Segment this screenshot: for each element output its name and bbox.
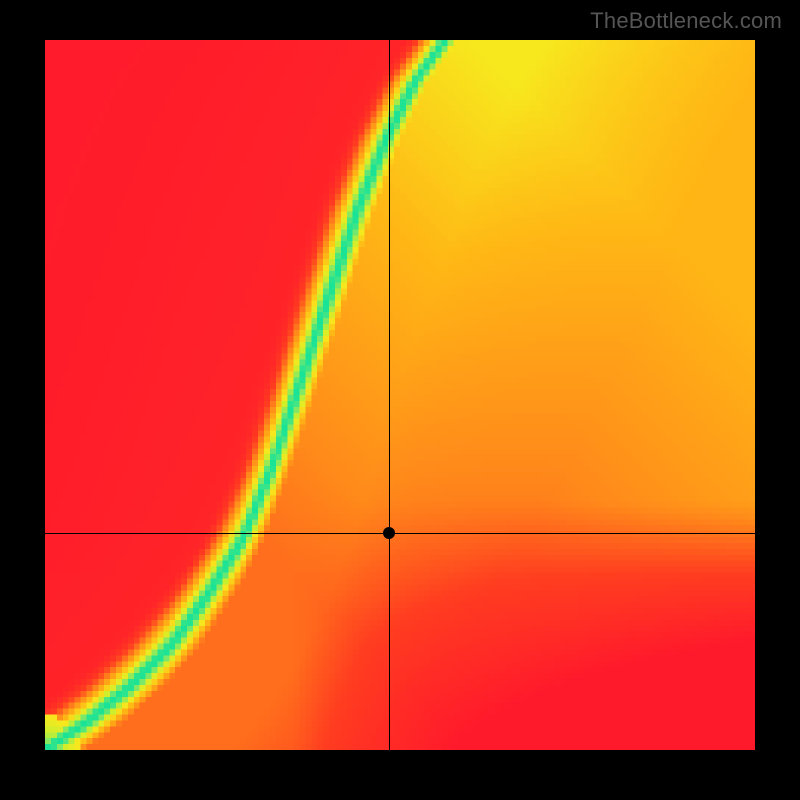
plot-area: [45, 40, 755, 750]
chart-container: TheBottleneck.com: [0, 0, 800, 800]
watermark-text: TheBottleneck.com: [590, 8, 782, 34]
crosshair-vertical: [389, 40, 390, 750]
marker-dot: [383, 527, 395, 539]
crosshair-horizontal: [45, 533, 755, 534]
heatmap-canvas: [45, 40, 755, 750]
